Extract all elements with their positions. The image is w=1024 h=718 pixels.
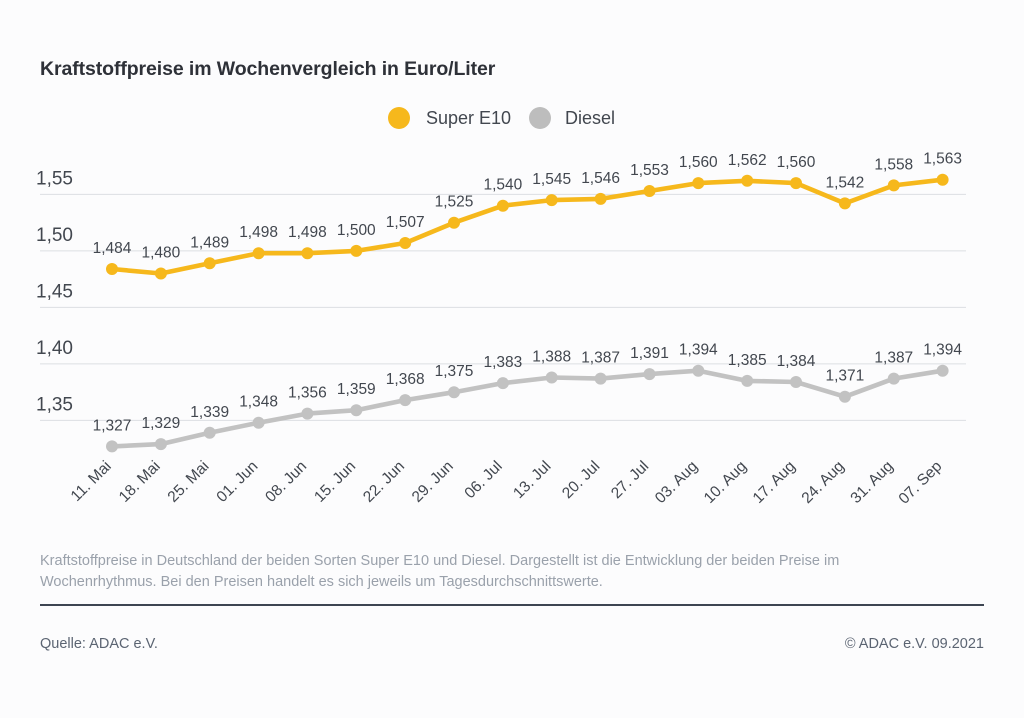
svg-text:1,371: 1,371 <box>826 368 865 385</box>
svg-text:1,563: 1,563 <box>923 151 962 168</box>
svg-text:1,359: 1,359 <box>337 381 376 398</box>
svg-text:1,383: 1,383 <box>484 354 523 371</box>
svg-text:1,394: 1,394 <box>679 342 718 359</box>
svg-text:1,489: 1,489 <box>190 234 229 251</box>
svg-text:03. Aug: 03. Aug <box>652 458 701 507</box>
svg-text:08. Jun: 08. Jun <box>262 458 310 506</box>
svg-text:25. Mai: 25. Mai <box>165 458 213 506</box>
svg-text:07. Sep: 07. Sep <box>896 458 946 508</box>
svg-text:29. Jun: 29. Jun <box>409 458 457 506</box>
svg-text:1,348: 1,348 <box>239 394 278 411</box>
svg-text:1,546: 1,546 <box>581 170 620 187</box>
svg-text:1,560: 1,560 <box>777 154 816 171</box>
svg-text:18. Mai: 18. Mai <box>116 458 164 506</box>
svg-text:1,45: 1,45 <box>36 281 73 302</box>
svg-text:1,368: 1,368 <box>386 371 425 388</box>
svg-text:06. Jul: 06. Jul <box>461 458 505 502</box>
svg-text:1,562: 1,562 <box>728 152 767 169</box>
svg-text:1,394: 1,394 <box>923 342 962 359</box>
svg-text:15. Jun: 15. Jun <box>311 458 359 506</box>
svg-text:1,35: 1,35 <box>36 394 73 415</box>
svg-text:1,558: 1,558 <box>874 156 913 173</box>
svg-text:1,385: 1,385 <box>728 352 767 369</box>
svg-text:1,55: 1,55 <box>36 168 73 189</box>
svg-text:27. Jul: 27. Jul <box>608 458 652 502</box>
svg-text:20. Jul: 20. Jul <box>559 458 603 502</box>
svg-text:1,545: 1,545 <box>532 171 571 188</box>
svg-text:1,387: 1,387 <box>581 350 620 367</box>
svg-text:13. Jul: 13. Jul <box>510 458 554 502</box>
svg-text:1,542: 1,542 <box>826 174 865 191</box>
svg-text:1,388: 1,388 <box>532 349 571 366</box>
svg-text:1,560: 1,560 <box>679 154 718 171</box>
svg-text:1,375: 1,375 <box>435 363 474 380</box>
svg-text:1,540: 1,540 <box>484 177 523 194</box>
svg-text:1,329: 1,329 <box>142 415 181 432</box>
svg-text:1,50: 1,50 <box>36 225 73 246</box>
svg-text:1,391: 1,391 <box>630 345 669 362</box>
svg-text:1,480: 1,480 <box>142 245 181 262</box>
svg-text:1,339: 1,339 <box>190 404 229 421</box>
svg-text:1,384: 1,384 <box>777 353 816 370</box>
svg-text:1,327: 1,327 <box>93 417 132 434</box>
svg-text:1,387: 1,387 <box>874 350 913 367</box>
svg-text:11. Mai: 11. Mai <box>68 458 115 505</box>
svg-text:1,40: 1,40 <box>36 338 73 359</box>
svg-text:24. Aug: 24. Aug <box>799 458 848 507</box>
svg-text:1,498: 1,498 <box>239 224 278 241</box>
svg-text:22. Jun: 22. Jun <box>360 458 408 506</box>
svg-text:1,525: 1,525 <box>435 194 474 211</box>
svg-text:10. Aug: 10. Aug <box>701 458 750 507</box>
svg-text:1,356: 1,356 <box>288 385 327 402</box>
svg-text:1,498: 1,498 <box>288 224 327 241</box>
svg-text:1,507: 1,507 <box>386 214 425 231</box>
svg-text:1,500: 1,500 <box>337 222 376 239</box>
svg-text:1,484: 1,484 <box>93 240 132 257</box>
svg-text:01. Jun: 01. Jun <box>213 458 261 506</box>
svg-text:31. Aug: 31. Aug <box>847 458 896 507</box>
svg-text:1,553: 1,553 <box>630 162 669 179</box>
svg-text:17. Aug: 17. Aug <box>750 458 799 507</box>
